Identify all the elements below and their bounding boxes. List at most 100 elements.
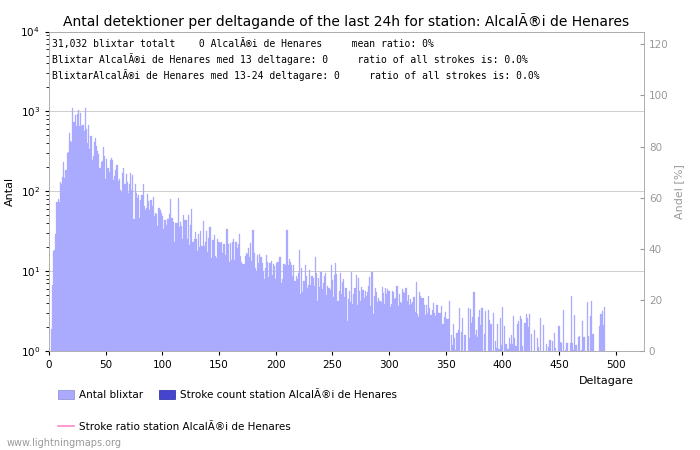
Bar bbox=[580, 361, 581, 450]
Bar bbox=[200, 231, 202, 450]
Bar bbox=[277, 262, 279, 450]
Bar bbox=[204, 246, 205, 450]
Bar bbox=[577, 375, 578, 450]
Bar bbox=[128, 194, 129, 450]
Bar bbox=[514, 338, 515, 450]
Bar bbox=[266, 255, 267, 450]
Bar bbox=[547, 369, 548, 450]
Bar bbox=[272, 275, 273, 450]
Bar bbox=[295, 276, 297, 450]
Bar bbox=[470, 309, 471, 450]
Bar bbox=[339, 291, 340, 450]
Bar bbox=[370, 306, 372, 450]
Bar bbox=[164, 220, 165, 450]
Bar bbox=[332, 279, 333, 450]
Bar bbox=[341, 293, 342, 450]
Bar bbox=[352, 304, 354, 450]
Bar bbox=[431, 310, 433, 450]
Bar bbox=[70, 141, 71, 450]
Bar bbox=[572, 342, 573, 450]
Bar bbox=[599, 326, 601, 450]
Bar bbox=[369, 277, 370, 450]
Bar bbox=[108, 172, 110, 450]
Bar bbox=[487, 356, 488, 450]
Bar bbox=[234, 260, 235, 450]
Bar bbox=[442, 324, 443, 450]
Bar bbox=[350, 302, 351, 450]
Bar bbox=[356, 275, 357, 450]
Bar bbox=[402, 289, 403, 450]
Bar bbox=[486, 357, 487, 450]
Bar bbox=[182, 238, 183, 450]
Bar bbox=[256, 271, 257, 450]
Bar bbox=[426, 305, 427, 450]
Bar bbox=[533, 330, 535, 450]
Bar bbox=[315, 257, 316, 450]
Bar bbox=[340, 273, 341, 450]
Bar bbox=[87, 143, 88, 450]
Bar bbox=[297, 279, 298, 450]
Bar bbox=[310, 285, 312, 450]
Bar bbox=[217, 239, 218, 450]
Bar bbox=[334, 275, 335, 450]
Bar bbox=[521, 319, 522, 450]
Bar bbox=[138, 195, 139, 450]
Bar bbox=[144, 206, 145, 450]
Bar bbox=[250, 243, 251, 450]
Bar bbox=[53, 251, 54, 450]
Bar bbox=[187, 238, 188, 450]
Bar bbox=[83, 131, 85, 450]
Bar bbox=[95, 138, 96, 450]
Bar bbox=[358, 279, 359, 450]
Bar bbox=[561, 343, 562, 450]
Bar bbox=[321, 289, 323, 450]
Bar bbox=[239, 234, 240, 450]
Bar bbox=[401, 303, 402, 450]
Bar bbox=[208, 238, 209, 450]
Bar bbox=[578, 338, 579, 450]
Bar bbox=[92, 156, 94, 450]
Bar bbox=[361, 287, 363, 450]
Bar bbox=[223, 244, 224, 450]
Bar bbox=[524, 323, 526, 450]
Bar bbox=[136, 198, 138, 450]
Bar bbox=[536, 356, 537, 450]
Bar bbox=[171, 218, 172, 450]
Bar bbox=[146, 207, 147, 450]
Bar bbox=[267, 262, 268, 450]
Bar bbox=[587, 302, 588, 450]
Y-axis label: Antal: Antal bbox=[5, 177, 15, 206]
Bar bbox=[542, 325, 544, 450]
Bar bbox=[129, 184, 130, 450]
Bar bbox=[253, 252, 255, 450]
Bar bbox=[152, 206, 153, 450]
Bar bbox=[249, 257, 250, 450]
Bar bbox=[238, 244, 239, 450]
Bar bbox=[244, 256, 246, 450]
Bar bbox=[379, 301, 381, 450]
Bar bbox=[394, 299, 395, 450]
Bar bbox=[496, 348, 497, 450]
Bar bbox=[125, 174, 127, 450]
Bar bbox=[96, 146, 97, 450]
Bar bbox=[173, 222, 174, 450]
Bar bbox=[563, 310, 564, 450]
Bar bbox=[224, 244, 225, 450]
Bar bbox=[262, 271, 264, 450]
Bar bbox=[276, 263, 277, 450]
Bar bbox=[270, 263, 271, 450]
Bar bbox=[63, 162, 64, 450]
Bar bbox=[181, 226, 182, 450]
Bar bbox=[62, 176, 63, 450]
Bar bbox=[319, 287, 321, 450]
Bar bbox=[330, 265, 332, 450]
Bar bbox=[257, 256, 258, 450]
Bar bbox=[123, 168, 125, 450]
Bar bbox=[420, 296, 421, 450]
Bar bbox=[99, 168, 101, 450]
Bar bbox=[57, 199, 59, 450]
Bar bbox=[228, 244, 229, 450]
Bar bbox=[466, 355, 467, 450]
Bar bbox=[405, 288, 407, 450]
Bar bbox=[222, 253, 223, 450]
